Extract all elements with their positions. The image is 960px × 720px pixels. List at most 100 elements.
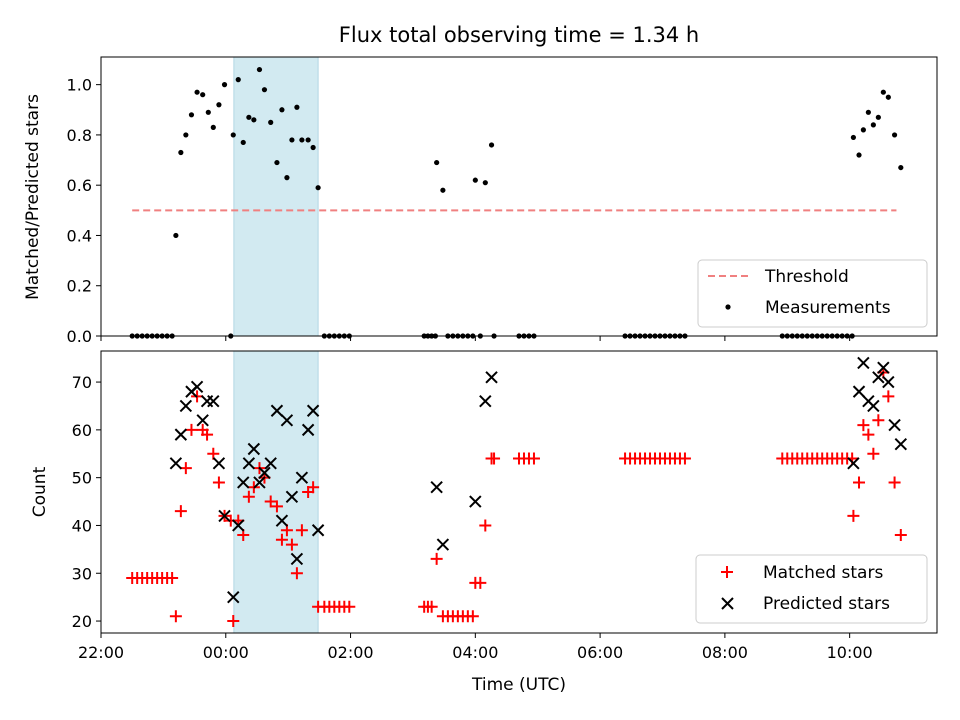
predicted-star-point-34 [857,356,870,370]
matched-star-point-96 [872,414,885,427]
predicted-star-point-36 [867,399,880,413]
measurement-point-96 [870,122,876,128]
measurement-point-24 [251,117,257,123]
predicted-star-point-8 [212,457,226,470]
predicted-star-point-29 [469,495,482,508]
matched-star-point-56 [479,519,492,532]
predicted-star-point-27 [430,481,443,494]
measurement-point-31 [289,137,295,143]
measurement-point-98 [880,89,886,95]
predicted-star-point-39 [882,375,895,389]
y-tick-label-3: 50 [72,469,92,488]
matched-star-point-27 [264,495,277,508]
y-tick-label-1: 0.2 [67,277,92,296]
predicted-star-point-12 [237,476,250,489]
matched-star-point-8 [166,572,179,585]
chart-title: Flux total observing time = 1.34 h [339,23,699,47]
y-tick-label-5: 1.0 [67,76,92,95]
predicted-star-point-18 [270,404,284,417]
x-tick-label-1: 00:00 [203,643,249,662]
x-tick-label-0: 22:00 [78,643,124,662]
matched-star-point-95 [867,447,880,460]
measurement-point-99 [885,94,891,100]
top-panel: 0.0 0.2 0.4 0.6 0.8 1.0 Matched/Predicted sta… [23,56,938,346]
measurement-point-17 [216,102,222,108]
matched-star-point-32 [290,567,303,580]
predicted-star-point-33 [852,385,866,398]
matched-star-point-12 [185,423,198,436]
matched-star-point-35 [307,481,320,494]
measurement-point-100 [891,132,898,138]
measurement-point-20 [230,132,236,138]
matched-star-point-55 [474,576,487,589]
matched-star-point-92 [853,476,866,489]
predicted-star-point-7 [207,394,220,408]
measurement-point-94 [860,127,866,133]
predicted-star-point-1 [174,428,188,441]
matched-star-point-46 [430,552,443,565]
top-legend-box [697,259,928,328]
predicted-star-point-31 [485,371,498,384]
top-axes-frame [100,56,938,337]
matched-star-point-33 [295,524,308,537]
predicted-star-point-19 [275,514,289,527]
predicted-star-point-22 [290,552,304,566]
measurement-point-15 [205,109,211,115]
measurement-point-101 [898,164,904,171]
bottom-legend-box [695,554,928,624]
measurement-point-22 [240,139,246,146]
measurement-point-10 [178,149,184,156]
count-points [126,356,908,628]
measurement-point-36 [315,185,321,191]
legend-predicted-label: Predicted stars [763,594,890,614]
measurement-point-21 [235,77,241,83]
bottom-panel: 20 30 40 50 60 70 22:00 00:00 02:00 04:00 06:00 08… [30,350,938,695]
predicted-star-point-14 [247,442,261,456]
measurement-point-57 [482,180,488,186]
predicted-star-point-25 [306,404,320,417]
matched-star-point-10 [174,505,187,518]
legend-measurements-label: Measurements [765,298,891,318]
x-tick-label-4: 06:00 [577,643,623,662]
y-tick-label-4: 0.8 [67,126,92,145]
legend-matched-swatch [721,566,733,578]
measurement-point-92 [850,134,857,141]
matched-star-point-31 [285,538,298,551]
predicted-star-point-23 [295,471,309,484]
measurement-points [129,66,904,339]
matched-star-point-94 [862,428,875,441]
measurement-point-34 [305,137,311,143]
measurement-point-48 [440,187,446,193]
matched-star-point-42 [343,600,356,613]
matched-star-point-98 [882,390,895,403]
top-legend: Threshold Measurements [697,259,928,328]
matched-star-point-91 [847,509,860,522]
legend-threshold-label: Threshold [764,267,849,287]
measurement-point-97 [875,114,881,120]
matched-star-point-29 [275,533,288,546]
measurement-point-11 [183,132,189,138]
measurement-point-58 [488,142,495,148]
measurement-point-29 [279,107,285,113]
measurement-point-30 [284,175,290,181]
measurement-point-9 [173,232,179,239]
measurement-point-23 [246,114,252,120]
measurement-point-93 [856,152,862,158]
x-tick-label-2: 02:00 [327,643,373,662]
predicted-star-point-9 [218,509,231,523]
measurement-point-18 [221,82,228,88]
measurement-point-55 [472,177,478,183]
y-tick-label-0: 0.0 [67,327,92,346]
measurement-point-27 [268,119,274,125]
x-tick-label-3: 04:00 [452,643,498,662]
predicted-star-point-38 [877,361,890,374]
predicted-star-point-21 [285,490,299,503]
matched-star-point-15 [201,428,214,441]
x-tick-label-6: 10:00 [827,643,873,662]
matched-star-point-23 [242,490,255,503]
measurement-point-33 [299,137,305,143]
legend-measurements-swatch [725,304,731,310]
measurement-point-16 [210,124,216,130]
predicted-star-point-10 [227,590,240,604]
top-x-ticks [100,336,851,341]
